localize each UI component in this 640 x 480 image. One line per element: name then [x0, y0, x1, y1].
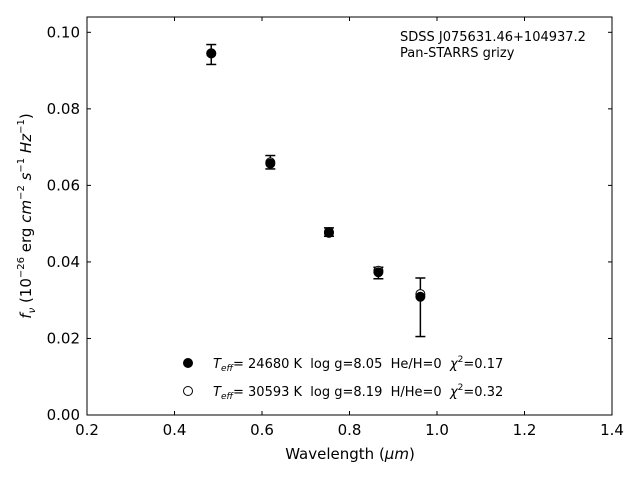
y-tick-label: 0.10 [47, 23, 80, 41]
points-layer [206, 48, 426, 302]
legend-marker-filled [183, 358, 193, 368]
legend-2-chi-symbol: χ [449, 385, 459, 400]
x-axis-label-close: ) [409, 445, 415, 463]
legend-2-chi-value: =0.32 [463, 385, 503, 400]
y-tick-label: 0.02 [47, 329, 80, 347]
x-axis-label: Wavelength (μm) [285, 445, 415, 463]
legend: Teff= 24680 K log g=8.05 He/H=0 χ2=0.17 … [183, 355, 503, 402]
x-tick-label: 0.2 [75, 421, 99, 439]
x-tick-label: 0.6 [250, 421, 274, 439]
annotation-line2: Pan-STARRS grizy [400, 46, 515, 61]
y-tick-label: 0.04 [47, 253, 80, 271]
legend-1-teff-value: = 24680 K log g=8.05 He/H=0 [233, 357, 450, 372]
x-axis-label-unit: μm [384, 445, 409, 463]
x-tick-label: 0.8 [338, 421, 362, 439]
y-axis-label: fν (10−26 erg cm−2 s−1 Hz−1) [16, 113, 38, 318]
legend-1-teff-sub: eff [221, 364, 235, 374]
legend-2-teff-value: = 30593 K log g=8.19 H/He=0 [233, 385, 450, 400]
data-point-filled [323, 227, 334, 238]
y-label-open: (10 [17, 278, 35, 308]
y-label-s: s [17, 172, 35, 185]
data-point-filled [373, 267, 384, 278]
legend-marker-open [183, 386, 193, 396]
legend-1-chi-symbol: χ [449, 357, 459, 372]
data-point-filled [415, 291, 426, 302]
error-bar [415, 277, 426, 338]
x-tick-label: 1.4 [600, 421, 624, 439]
y-tick-label: 0.00 [47, 406, 80, 424]
legend-entry-1: Teff= 24680 K log g=8.05 He/H=0 χ2=0.17 [213, 355, 503, 374]
x-tick-label: 1.2 [513, 421, 537, 439]
ticks-layer: 0.2 0.4 0.6 0.8 1.0 1.2 1.4 0.00 0.02 0.04 0.06 0.0… [47, 17, 624, 439]
y-label-exp4: −1 [16, 119, 27, 134]
legend-2-teff-sub: eff [221, 392, 235, 402]
annotation-line1: SDSS J075631.46+104937.2 [400, 30, 586, 45]
x-axis-label-text: Wavelength ( [285, 445, 385, 463]
y-label-cm: cm [17, 200, 35, 223]
y-label-nu: ν [27, 307, 38, 313]
y-label-exp1: −26 [16, 257, 27, 278]
legend-2-chi-sup: 2 [458, 383, 464, 393]
y-label-close: ) [17, 113, 35, 119]
y-label-exp3: −1 [16, 158, 27, 173]
data-point-filled [265, 158, 276, 169]
y-tick-label: 0.08 [47, 100, 80, 118]
legend-entry-2: Teff= 30593 K log g=8.19 H/He=0 χ2=0.32 [213, 383, 503, 402]
y-label-exp2: −2 [16, 185, 27, 200]
x-tick-label: 0.4 [163, 421, 187, 439]
legend-1-chi-sup: 2 [458, 355, 464, 365]
data-point-filled [206, 48, 217, 59]
legend-1-teff-symbol: T [213, 357, 222, 372]
legend-2-teff-symbol: T [213, 385, 222, 400]
x-tick-label: 1.0 [425, 421, 449, 439]
y-label-hz: Hz [17, 133, 35, 158]
y-label-f: f [17, 311, 35, 319]
error-bars-layer [206, 43, 426, 338]
y-label-erg: erg [17, 223, 35, 257]
legend-1-chi-value: =0.17 [463, 357, 503, 372]
plot-frame [86, 16, 613, 416]
y-tick-label: 0.06 [47, 176, 80, 194]
